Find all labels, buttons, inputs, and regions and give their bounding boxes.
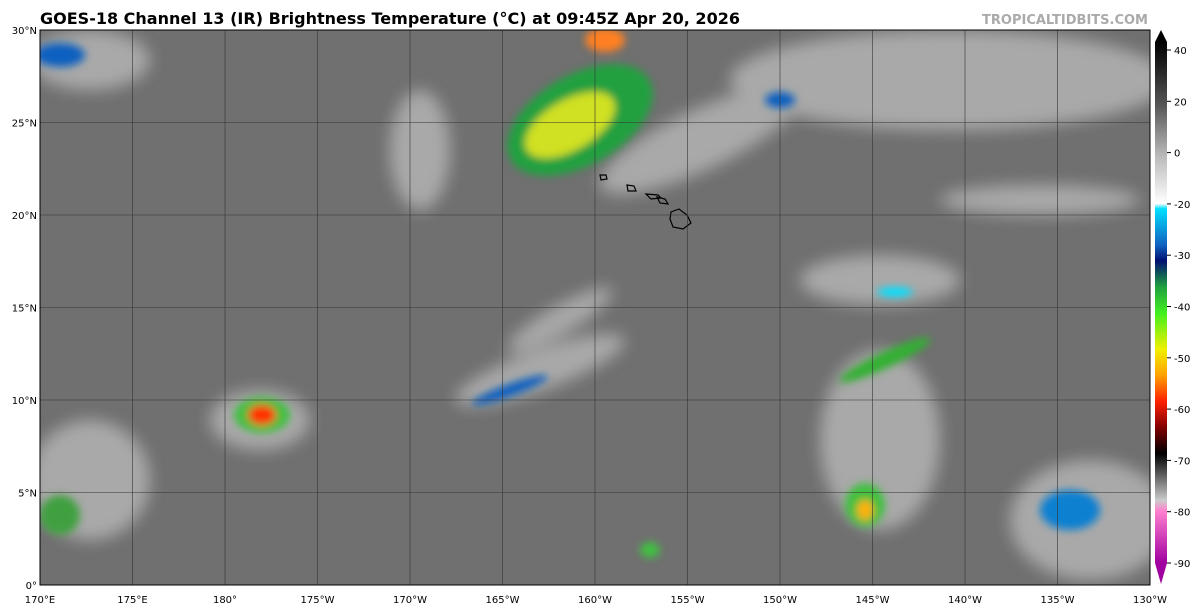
lat-label: 15°N bbox=[12, 304, 37, 315]
lat-label: 0° bbox=[26, 581, 37, 592]
lon-label: 165°W bbox=[486, 595, 520, 606]
imagery bbox=[40, 30, 1150, 585]
lon-label: 150°W bbox=[763, 595, 797, 606]
colorbar-label: -90 bbox=[1174, 559, 1190, 570]
colorbar-label: -60 bbox=[1174, 405, 1190, 416]
map-frame bbox=[39, 29, 1151, 586]
lon-label: 170°E bbox=[25, 595, 55, 606]
colorbar-label: 40 bbox=[1174, 46, 1187, 57]
colorbar-label: -50 bbox=[1174, 354, 1190, 365]
colorbar-label: -30 bbox=[1174, 251, 1190, 262]
lat-label: 10°N bbox=[12, 396, 37, 407]
lat-label: 20°N bbox=[12, 211, 37, 222]
title: GOES-18 Channel 13 (IR) Brightness Tempe… bbox=[40, 9, 740, 28]
credit: TROPICALTIDBITS.COM bbox=[982, 13, 1148, 28]
lon-label: 140°W bbox=[948, 595, 982, 606]
lon-label: 175°E bbox=[117, 595, 147, 606]
colorbar-label: -20 bbox=[1174, 200, 1190, 211]
colorbar-label: 20 bbox=[1174, 97, 1187, 108]
lon-label: 145°W bbox=[856, 595, 890, 606]
hawaii bbox=[599, 174, 692, 230]
lon-label: 175°W bbox=[301, 595, 335, 606]
lon-label: 135°W bbox=[1041, 595, 1075, 606]
lon-label: 155°W bbox=[671, 595, 705, 606]
lon-label: 180° bbox=[213, 595, 237, 606]
lon-label: 170°W bbox=[393, 595, 427, 606]
colorbar-label: -70 bbox=[1174, 456, 1190, 467]
lat-label: 25°N bbox=[12, 119, 37, 130]
colorbar-label: -80 bbox=[1174, 508, 1190, 519]
lat-label: 30°N bbox=[12, 26, 37, 37]
colorbar bbox=[1155, 30, 1167, 584]
lon-label: 130°W bbox=[1133, 595, 1167, 606]
lat-label: 5°N bbox=[18, 489, 37, 500]
colorbar-label: 0 bbox=[1174, 149, 1180, 160]
colorbar-label: -40 bbox=[1174, 303, 1190, 314]
lon-label: 160°W bbox=[578, 595, 612, 606]
